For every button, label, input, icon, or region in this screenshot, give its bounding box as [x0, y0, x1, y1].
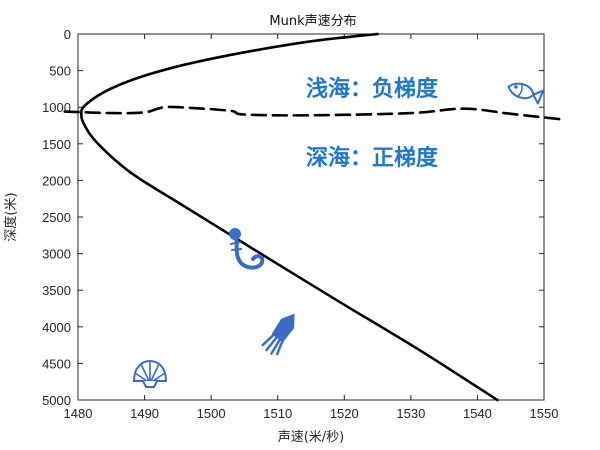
x-tick-label: 1500 [197, 406, 226, 421]
seahorse-icon [229, 228, 265, 270]
y-tick-label: 2000 [42, 173, 71, 188]
chart-title: Munk声速分布 [269, 14, 356, 29]
sound-speed-profile-line [79, 32, 499, 402]
y-tick-label: 500 [49, 64, 71, 79]
x-axis-label: 声速(米/秒) [278, 430, 345, 445]
x-tick-label: 1520 [330, 406, 359, 421]
x-axis-ticks: 1480 1490 1500 1510 1520 1530 1540 1550 [64, 34, 559, 421]
y-tick-label: 3500 [42, 283, 71, 298]
annotation-shallow: 浅海：负梯度 [306, 76, 439, 102]
x-tick-label: 1510 [263, 406, 292, 421]
watermark: 知乎 @李雷 [478, 418, 558, 436]
y-tick-label: 0 [64, 27, 71, 42]
x-tick-label: 1480 [64, 406, 93, 421]
y-tick-label: 5000 [42, 393, 71, 408]
y-tick-label: 4000 [42, 320, 71, 335]
fish-icon [507, 82, 545, 105]
shell-icon [132, 359, 168, 388]
y-tick-label: 4500 [42, 356, 71, 371]
x-tick-label: 1540 [463, 406, 492, 421]
x-tick-label: 1490 [130, 406, 159, 421]
y-tick-label: 2500 [42, 210, 71, 225]
series-layer [63, 32, 566, 402]
squid-icon [261, 313, 295, 356]
plot-area [77, 33, 545, 401]
annotation-deep: 深海：正梯度 [306, 145, 439, 171]
sound-channel-axis-line [63, 105, 566, 121]
y-tick-label: 1500 [42, 137, 71, 152]
y-tick-label: 3000 [42, 247, 71, 262]
y-axis-label: 深度(米) [3, 192, 19, 241]
x-tick-label: 1530 [396, 406, 425, 421]
x-tick-label: 1550 [530, 406, 559, 421]
